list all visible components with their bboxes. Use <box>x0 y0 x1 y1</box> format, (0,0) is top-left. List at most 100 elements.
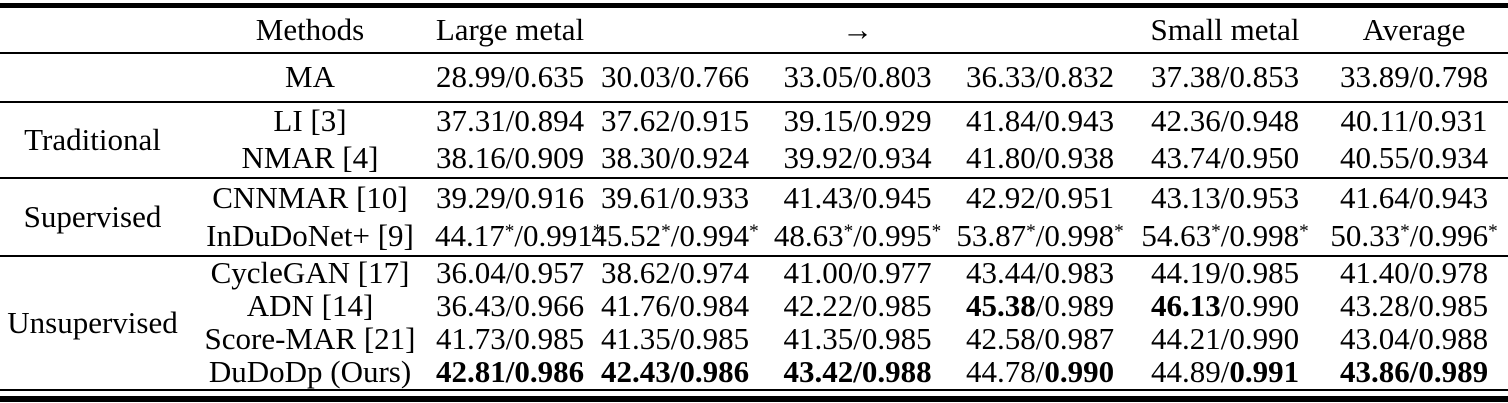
metric-value: 44.78/0.990 <box>965 354 1115 390</box>
metric-value: 44.21/0.990 <box>1150 321 1300 357</box>
metric-value: 39.15/0.929 <box>783 103 932 139</box>
method-name: NMAR [4] <box>241 140 379 176</box>
asterisk-marker: * <box>1114 220 1124 242</box>
metric-value: 42.22/0.985 <box>783 288 932 324</box>
metric-value: 45.38/0.989 <box>965 288 1115 324</box>
header-spacer-1 <box>585 8 765 53</box>
header-row: Methods Large metal → Small metal Averag… <box>0 8 1508 53</box>
table-row: InDuDoNet+ [9] 44.17*/0.991* 45.52*/0.994*… <box>0 217 1508 256</box>
method-name: Score-MAR [21] <box>204 321 416 357</box>
metric-value: 43.13/0.953 <box>1150 179 1300 215</box>
metric-value: 41.35/0.985 <box>600 321 750 357</box>
metric-value: 39.92/0.934 <box>783 140 932 176</box>
asterisk-marker: * <box>1488 220 1498 242</box>
metric-value: 42.58/0.987 <box>965 321 1115 357</box>
asterisk-marker: * <box>931 220 942 242</box>
metric-value: 44.89/0.991 <box>1150 354 1300 390</box>
metric-value: 33.05/0.803 <box>783 59 932 95</box>
metric-value: 39.61/0.933 <box>600 179 750 215</box>
metric-value: 42.92/0.951 <box>965 179 1115 215</box>
metric-value: 44.19/0.985 <box>1150 255 1300 291</box>
asterisk-marker: * <box>1400 220 1410 242</box>
metric-value: 38.16/0.909 <box>435 140 585 176</box>
metric-value: 37.38/0.853 <box>1150 59 1300 95</box>
asterisk-marker: * <box>592 220 603 242</box>
method-name: MA <box>285 59 335 95</box>
group-label: Supervised <box>0 178 185 257</box>
method-name: CNNMAR [10] <box>212 179 408 215</box>
metric-value: 43.44/0.983 <box>965 255 1115 291</box>
metric-value: 41.43/0.945 <box>783 179 932 215</box>
metric-value: 41.64/0.943 <box>1339 179 1489 215</box>
metric-value: 50.33*/0.996* <box>1330 217 1498 253</box>
metric-value: 44.17*/0.991* <box>435 217 603 253</box>
asterisk-marker: * <box>843 220 854 242</box>
table-row: NMAR [4] 38.16/0.909 38.30/0.924 39.92/0.93… <box>0 140 1508 178</box>
asterisk-marker: * <box>1299 220 1309 242</box>
asterisk-marker: * <box>749 220 759 242</box>
header-small-metal: Small metal <box>1150 11 1300 47</box>
header-group-cell <box>0 8 185 53</box>
metric-value: 38.62/0.974 <box>600 255 750 291</box>
arrow-right-icon: → <box>842 11 873 47</box>
group-label: Traditional <box>0 102 185 179</box>
group-label: Unsupervised <box>0 256 185 391</box>
metric-value: 42.36/0.948 <box>1150 103 1300 139</box>
metric-value: 43.04/0.988 <box>1339 321 1489 357</box>
method-name: LI [3] <box>273 103 347 139</box>
asterisk-marker: * <box>1211 220 1221 242</box>
metric-value: 46.13/0.990 <box>1150 288 1300 324</box>
top-rule <box>0 3 1508 8</box>
metric-value: 41.76/0.984 <box>600 288 750 324</box>
metric-value: 36.33/0.832 <box>965 59 1115 95</box>
method-name: CycleGAN [17] <box>210 255 410 291</box>
asterisk-marker: * <box>504 220 515 242</box>
metric-value: 43.74/0.950 <box>1150 140 1300 176</box>
metric-value: 41.00/0.977 <box>783 255 932 291</box>
metric-value: 37.62/0.915 <box>600 103 750 139</box>
header-spacer-2 <box>950 8 1130 53</box>
metric-value: 28.99/0.635 <box>435 59 585 95</box>
table-row: Traditional LI [3] 37.31/0.894 37.62/0.915 3… <box>0 102 1508 179</box>
metric-value: 33.89/0.798 <box>1339 59 1489 95</box>
metric-value: 37.31/0.894 <box>435 103 585 139</box>
metric-value: 40.11/0.931 <box>1340 103 1488 139</box>
metric-value: 41.73/0.985 <box>435 321 585 357</box>
metric-value: 42.81/0.986 <box>435 354 585 390</box>
metric-value: 41.84/0.943 <box>965 103 1115 139</box>
results-table: Methods Large metal → Small metal Averag… <box>0 8 1508 391</box>
metric-value: 43.42/0.988 <box>783 354 932 390</box>
metric-value: 43.86/0.989 <box>1339 354 1489 390</box>
asterisk-marker: * <box>661 220 671 242</box>
table-row: DuDoDp (Ours) 42.81/0.986 42.43/0.986 43.42… <box>0 354 1508 390</box>
method-name: ADN [14] <box>246 288 374 324</box>
metric-value: 41.35/0.985 <box>783 321 932 357</box>
metric-value: 54.63*/0.998* <box>1141 217 1309 253</box>
metric-value: 39.29/0.916 <box>435 179 585 215</box>
table-row: Score-MAR [21] 41.73/0.985 41.35/0.985 41.3… <box>0 321 1508 357</box>
metric-value: 41.80/0.938 <box>965 140 1115 176</box>
asterisk-marker: * <box>1026 220 1036 242</box>
table-row: ADN [14] 36.43/0.966 41.76/0.984 42.22/0.98… <box>0 288 1508 324</box>
metric-value: 43.28/0.985 <box>1339 288 1489 324</box>
metric-value: 40.55/0.934 <box>1339 140 1489 176</box>
metric-value: 30.03/0.766 <box>600 59 750 95</box>
header-average: Average <box>1362 11 1466 47</box>
header-methods: Methods <box>255 11 365 47</box>
group-label <box>0 53 185 103</box>
metric-value: 36.04/0.957 <box>435 255 585 291</box>
method-name: DuDoDp (Ours) <box>208 354 412 390</box>
metric-value: 45.52*/0.994* <box>591 217 759 253</box>
metric-value: 53.87*/0.998* <box>956 217 1124 253</box>
table-row: MA 28.99/0.635 30.03/0.766 33.05/0.803 36.33… <box>0 53 1508 103</box>
metric-value: 42.43/0.986 <box>600 354 750 390</box>
table-row: Supervised CNNMAR [10] 39.29/0.916 39.61/0.… <box>0 178 1508 257</box>
metric-value: 48.63*/0.995* <box>773 217 942 253</box>
metric-value: 38.30/0.924 <box>600 140 750 176</box>
header-large-metal: Large metal <box>435 11 585 47</box>
metric-value: 41.40/0.978 <box>1339 255 1489 291</box>
table-row: Unsupervised CycleGAN [17] 36.04/0.957 38.6… <box>0 255 1508 391</box>
metric-value: 36.43/0.966 <box>435 288 585 324</box>
method-name: InDuDoNet+ [9] <box>206 217 414 253</box>
